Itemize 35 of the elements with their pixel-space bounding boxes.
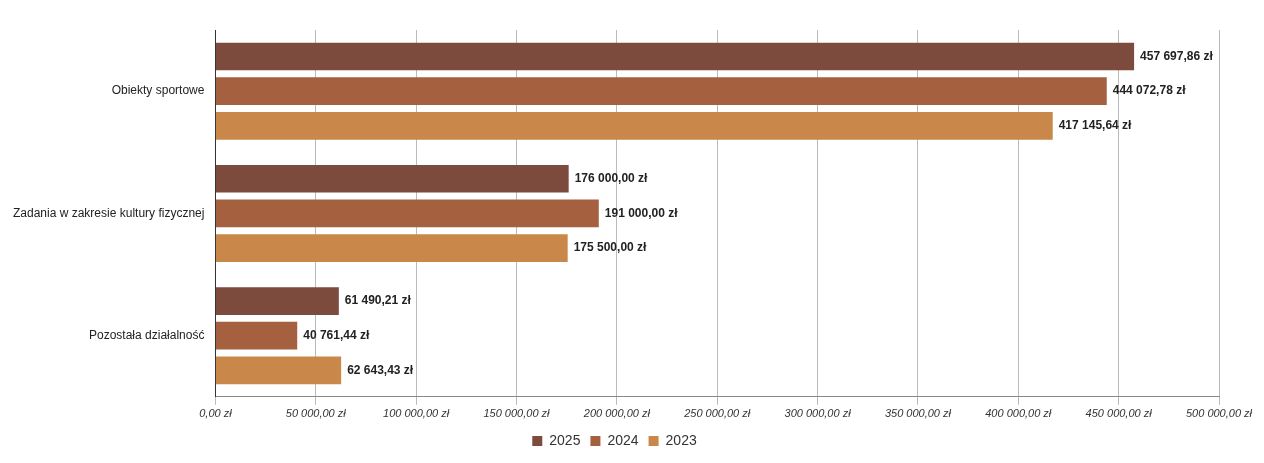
x-tick-label: 400 000,00 zł [985,407,1052,420]
y-tick-label: Zadania w zakresie kultury fizycznej [12,205,205,220]
x-tick-label: 300 000,00 zł [784,407,852,420]
bar [215,77,1107,105]
bar [215,42,1135,71]
data-label: 176 000,00 zł [574,171,649,186]
data-label: 191 000,00 zł [604,205,679,220]
legend-label: 2023 [665,431,697,448]
bar [215,234,568,262]
data-label: 417 145,64 zł [1058,118,1133,133]
y-tick-label: Pozostała działalność [89,327,205,342]
x-tick-label: 150 000,00 zł [483,407,551,420]
legend-label: 2024 [607,431,639,448]
bar [215,199,599,228]
bar [215,164,569,193]
x-tick-label: 350 000,00 zł [884,407,952,420]
bar [215,111,1053,140]
x-tick-label: 450 000,00 zł [1085,407,1153,420]
x-tick-label: 500 000,00 zł [1185,407,1253,420]
x-tick-label: 50 000,00 zł [285,407,347,420]
data-label: 457 697,86 zł [1140,48,1214,63]
legend-label: 2025 [549,431,581,448]
x-tick-label: 100 000,00 zł [383,407,450,420]
x-tick-label: 250 000,00 zł [683,407,751,420]
x-tick-label: 0,00 zł [199,407,233,420]
data-label: 62 643,43 zł [347,362,414,377]
data-label: 175 500,00 zł [573,240,648,255]
data-label: 61 490,21 zł [344,293,412,308]
bar [215,321,298,350]
x-tick-label: 200 000,00 zł [582,407,651,420]
data-label: 444 072,78 zł [1112,83,1187,98]
bar [215,356,342,385]
bar [215,287,339,315]
data-label: 40 761,44 zł [303,327,370,342]
y-tick-label: Obiekty sportowe [111,83,205,98]
